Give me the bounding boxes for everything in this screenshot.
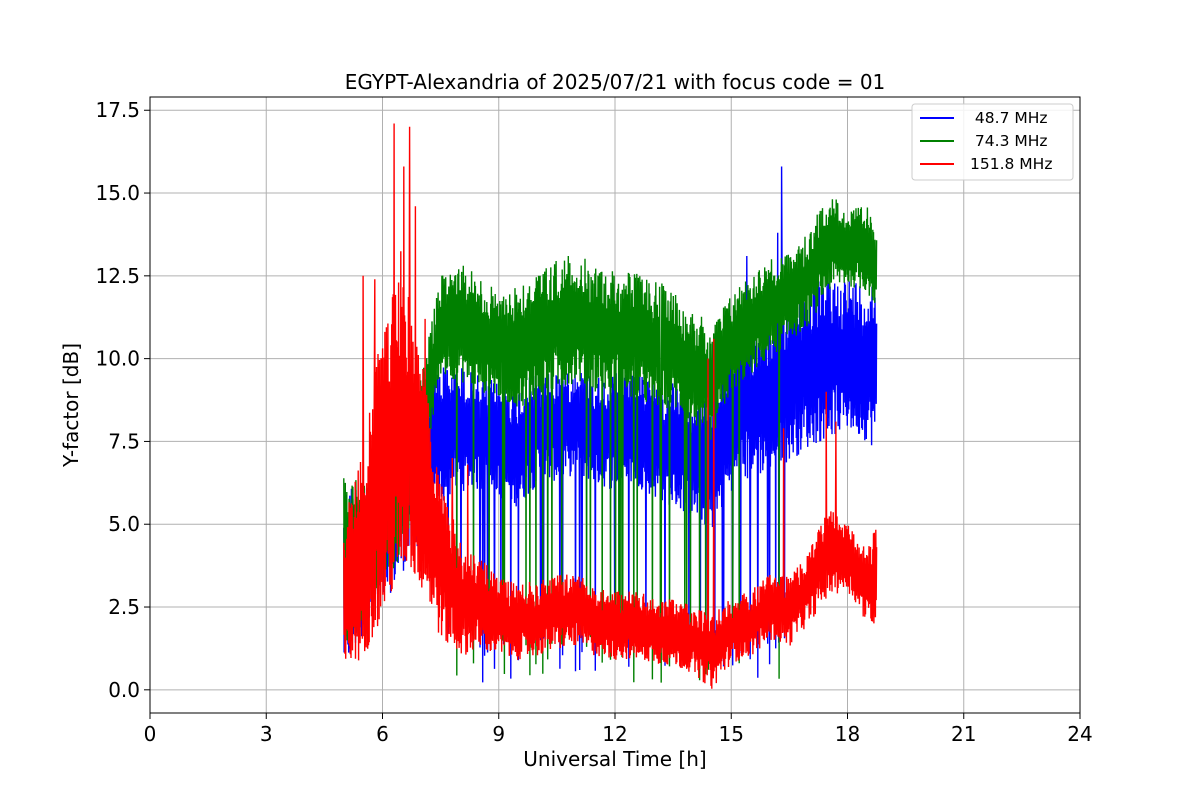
x-tick-label: 3 — [260, 722, 273, 746]
legend: 48.7 MHz 74.3 MHz 151.8 MHz — [911, 103, 1074, 181]
y-tick-label: 7.5 — [108, 429, 140, 453]
y-tick-label: 2.5 — [108, 595, 140, 619]
y-tick-label: 0.0 — [108, 678, 140, 702]
x-tick-label: 6 — [376, 722, 389, 746]
x-tick-label: 24 — [1067, 722, 1092, 746]
x-tick-label: 0 — [144, 722, 157, 746]
legend-box — [911, 103, 1074, 181]
x-tick-label: 18 — [835, 722, 860, 746]
y-tick-label: 15.0 — [95, 181, 140, 205]
y-tick-label: 5.0 — [108, 512, 140, 536]
x-tick-label: 9 — [492, 722, 505, 746]
y-tick-label: 10.0 — [95, 347, 140, 371]
chart-title: EGYPT-Alexandria of 2025/07/21 with focu… — [345, 70, 886, 94]
legend-label: 48.7 MHz — [970, 109, 1048, 127]
x-tick-label: 21 — [951, 722, 976, 746]
x-tick-label: 15 — [719, 722, 744, 746]
axis-ticks: 0 3 6 9 12 15 18 21 24 0.0 2.5 5.0 7.5 10.0 12.5 15.0 17… — [95, 98, 1092, 746]
x-tick-label: 12 — [602, 722, 627, 746]
plot-area — [343, 123, 878, 689]
series-line-2 — [343, 199, 878, 683]
y-axis-title: Y-factor [dB] — [59, 343, 83, 468]
x-axis-title: Universal Time [h] — [523, 747, 706, 771]
legend-label: 151.8 MHz — [970, 155, 1052, 173]
y-tick-label: 17.5 — [95, 98, 140, 122]
y-tick-label: 12.5 — [95, 264, 140, 288]
series-line-3 — [343, 123, 878, 689]
legend-label: 74.3 MHz — [970, 132, 1048, 150]
